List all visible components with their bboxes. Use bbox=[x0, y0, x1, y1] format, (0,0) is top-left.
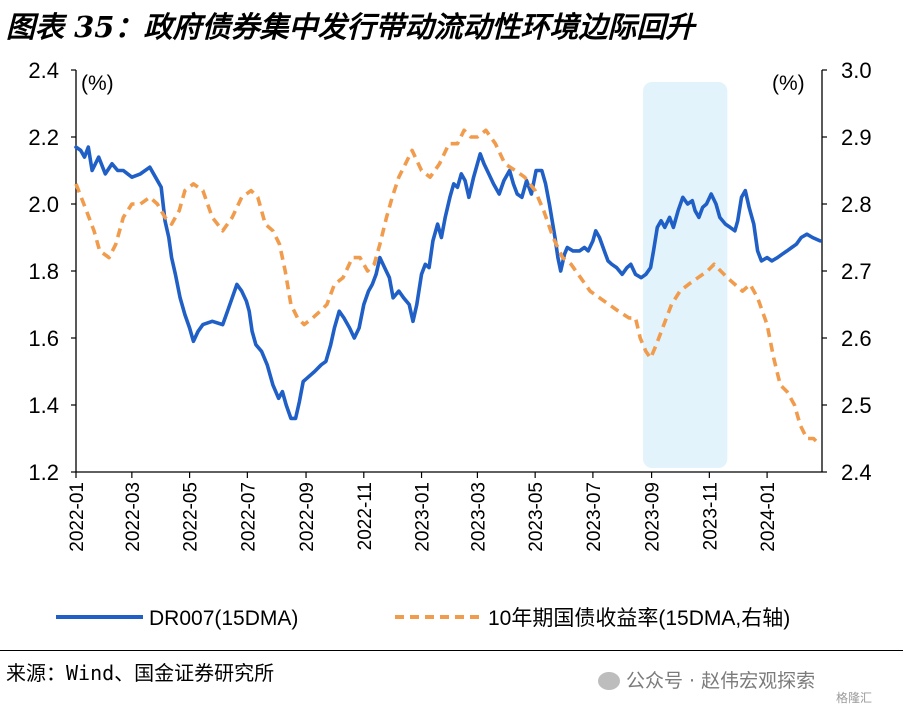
source-note: 来源：Wind、国金证券研究所 bbox=[6, 661, 275, 685]
right-tick-label: 2.6 bbox=[841, 326, 872, 351]
x-tick-label: 2022-05 bbox=[181, 482, 202, 552]
right-tick-label: 2.7 bbox=[841, 259, 872, 284]
x-tick-label: 2023-11 bbox=[700, 482, 721, 550]
left-tick-label: 2.0 bbox=[28, 192, 59, 217]
series-layer bbox=[74, 128, 822, 447]
x-tick-label: 2023-09 bbox=[643, 482, 664, 552]
x-tick-label: 2022-07 bbox=[238, 482, 259, 552]
x-tick-label: 2022-11 bbox=[355, 482, 376, 550]
left-tick-label: 2.4 bbox=[28, 58, 59, 83]
x-tick-label: 2024-01 bbox=[758, 482, 779, 552]
series-line-dr007 bbox=[74, 145, 822, 421]
shaded-period-layer bbox=[643, 82, 728, 468]
right-unit-label: (%) bbox=[772, 72, 805, 95]
x-tick-label: 2022-01 bbox=[67, 482, 88, 552]
legend-label-10y-yield: 10年期国债收益率(15DMA,右轴) bbox=[488, 607, 790, 630]
x-tick-label: 2022-03 bbox=[123, 482, 144, 552]
x-tick-label: 2023-07 bbox=[584, 482, 605, 552]
watermark: 公众号 · 赵伟宏观探索 bbox=[598, 666, 815, 693]
left-tick-label: 2.2 bbox=[28, 125, 59, 150]
left-tick-label: 1.4 bbox=[28, 393, 59, 418]
source-divider bbox=[0, 650, 903, 651]
shaded-period bbox=[643, 82, 728, 468]
legend-layer: DR007(15DMA) 10年期国债收益率(15DMA,右轴) bbox=[56, 607, 790, 630]
legend-label-dr007: DR007(15DMA) bbox=[149, 607, 298, 630]
right-tick-label: 2.5 bbox=[841, 393, 872, 418]
right-tick-label: 2.4 bbox=[841, 460, 872, 485]
left-tick-label: 1.2 bbox=[28, 460, 59, 485]
x-tick-label: 2023-01 bbox=[413, 482, 434, 552]
axes-layer: 1.2 1.4 1.6 1.8 2.0 2.2 2.4 2.4 2.5 2.6 2.7 2.8 2.9 3… bbox=[28, 58, 871, 552]
watermark-small: 格隆汇 bbox=[836, 691, 873, 705]
left-tick-label: 1.6 bbox=[28, 326, 59, 351]
right-tick-label: 2.8 bbox=[841, 192, 872, 217]
figure-title: 图表 35：政府债券集中发行带动流动性环境边际回升 bbox=[6, 10, 695, 44]
watermark-text: 公众号 · 赵伟宏观探索 bbox=[626, 670, 816, 692]
wechat-icon bbox=[598, 672, 620, 690]
left-unit-label: (%) bbox=[81, 72, 114, 95]
x-tick-label: 2022-09 bbox=[297, 482, 318, 552]
right-tick-label: 2.9 bbox=[841, 125, 872, 150]
x-tick-label: 2023-05 bbox=[526, 482, 547, 552]
right-tick-label: 3.0 bbox=[841, 58, 872, 83]
x-tick-label: 2023-03 bbox=[468, 482, 489, 552]
left-tick-label: 1.8 bbox=[28, 259, 59, 284]
series-line-10y-yield bbox=[74, 128, 822, 447]
